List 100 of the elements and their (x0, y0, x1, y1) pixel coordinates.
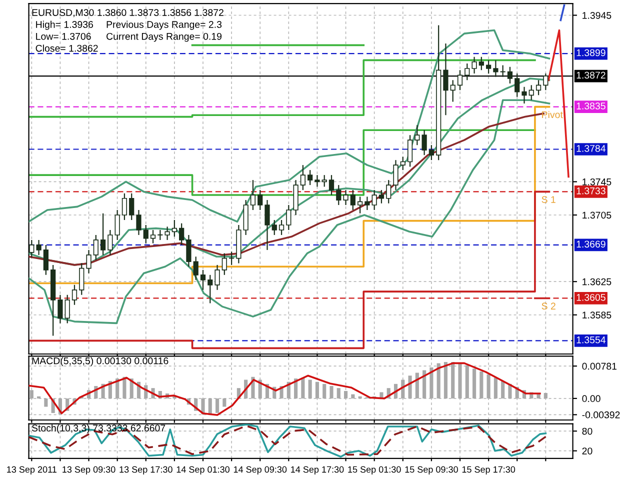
candlestick (114, 209, 120, 241)
candlestick (386, 179, 392, 204)
bar (458, 363, 462, 398)
candlestick (186, 234, 192, 268)
candlestick (200, 269, 206, 290)
candlestick (400, 156, 406, 171)
bar (544, 393, 548, 398)
candlestick (150, 229, 156, 244)
y-tick-label: 20 (582, 448, 592, 454)
y-tick-label: 0.00781 (582, 362, 616, 370)
annotation: Current Days Range= 0.19 (106, 32, 222, 42)
candlestick (543, 72, 548, 91)
candlestick (428, 144, 434, 161)
candlestick (536, 80, 542, 96)
candlestick (464, 62, 470, 81)
candlestick (58, 294, 63, 324)
candlestick (93, 234, 98, 261)
candlestick (522, 86, 527, 104)
candlestick (179, 222, 184, 246)
bar (315, 382, 320, 398)
ref-line-label: 1.3733 (576, 187, 606, 194)
bar (308, 380, 312, 398)
chart-title: EURUSD,M30 1.3860 1.3873 1.3856 1.3872 (32, 9, 224, 18)
candlestick (350, 189, 356, 211)
candlestick (493, 60, 498, 78)
candlestick (122, 192, 128, 221)
ref-line-label: 1.3669 (576, 240, 606, 248)
x-tick-label: 15 Sep 01:30 (348, 466, 401, 474)
bar (344, 390, 348, 398)
candlestick (414, 124, 420, 146)
candlestick (457, 70, 463, 91)
candlestick (193, 256, 198, 280)
annotation: S 2 (542, 302, 556, 310)
candlestick (143, 224, 148, 244)
bar (465, 365, 469, 398)
ref-line-label: 1.3784 (576, 144, 606, 152)
bar (322, 384, 326, 398)
candlestick (164, 226, 170, 241)
candlestick (214, 264, 220, 290)
annotation: High= 1.3936 (36, 20, 94, 30)
candlestick (507, 66, 513, 84)
candlestick (472, 56, 477, 74)
bar (330, 386, 334, 398)
candlestick (208, 274, 213, 304)
candlestick (29, 239, 34, 258)
y-tick-label: 1.3625 (582, 278, 612, 286)
candlestick (372, 189, 377, 211)
bar (336, 388, 340, 398)
ref-line-label: 1.3835 (576, 102, 606, 110)
candlestick (357, 196, 363, 214)
candlestick (222, 252, 227, 276)
bar (501, 381, 505, 398)
ref-line-label: 1.3605 (576, 294, 606, 301)
x-tick-label: 14 Sep 01:30 (176, 466, 230, 474)
candlestick (514, 72, 520, 98)
candlestick (86, 249, 92, 274)
candlestick (422, 130, 427, 156)
candlestick (278, 219, 284, 236)
x-tick-label: 13 Sep 09:30 (62, 466, 116, 474)
ref-line-label: 1.3872 (576, 72, 606, 79)
annotation: S 1 (542, 196, 556, 204)
candlestick (136, 209, 142, 236)
candlestick (172, 219, 177, 238)
candlestick (100, 212, 106, 256)
x-tick-label: 15 Sep 09:30 (405, 466, 458, 474)
chart-title: MACD(5,35,5) 0.00130 0.00116 (32, 357, 168, 366)
candlestick (258, 189, 263, 211)
y-tick-label: 1.3745 (582, 178, 612, 186)
x-tick-label: 14 Sep 17:30 (291, 466, 344, 474)
bar (444, 362, 448, 398)
candlestick (407, 134, 413, 168)
bar (408, 376, 412, 398)
x-tick-label: 13 Sep 2011 (7, 466, 56, 474)
annotation: Pivot (542, 110, 563, 118)
annotation: Low= 1.3706 (36, 32, 91, 40)
bar (44, 398, 48, 407)
candlestick (328, 174, 334, 196)
bar (215, 398, 220, 413)
candlestick (158, 229, 163, 241)
candlestick (528, 84, 534, 101)
bar (30, 390, 34, 398)
candlestick (72, 284, 78, 306)
candlestick (250, 179, 256, 211)
y-tick-label: 1.3945 (582, 12, 612, 19)
bar (351, 394, 355, 398)
candlestick (228, 251, 234, 266)
y-tick-label: 0.00 (582, 395, 600, 402)
candlestick (478, 56, 484, 71)
bar (415, 372, 419, 398)
candlestick (486, 60, 492, 74)
candlestick (450, 80, 456, 102)
y-tick-label: 80 (582, 428, 592, 435)
y-tick-label: -0.00392 (582, 411, 620, 418)
candlestick (364, 196, 370, 211)
candlestick (108, 229, 113, 256)
bar (436, 363, 440, 398)
x-tick-label: 14 Sep 09:30 (234, 466, 287, 474)
bar (480, 372, 484, 398)
candlestick (314, 174, 320, 188)
candlestick (286, 204, 292, 231)
